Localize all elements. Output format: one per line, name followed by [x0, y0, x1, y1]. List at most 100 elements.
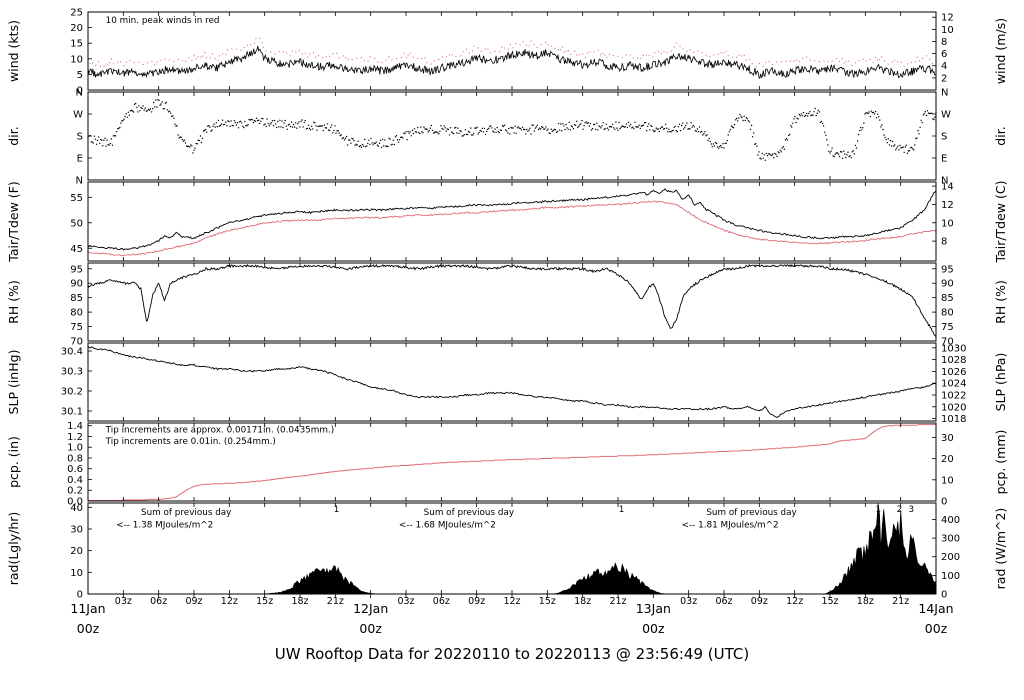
- svg-text:30.1: 30.1: [61, 407, 83, 418]
- svg-text:N: N: [76, 88, 83, 99]
- svg-text:18z: 18z: [291, 596, 308, 607]
- svg-text:2: 2: [897, 505, 903, 515]
- svg-text:rad (W/m^2): rad (W/m^2): [993, 508, 1008, 590]
- svg-text:0: 0: [941, 497, 947, 508]
- svg-text:18z: 18z: [857, 596, 874, 607]
- svg-text:00z: 00z: [77, 621, 100, 636]
- svg-text:30.2: 30.2: [61, 387, 83, 398]
- svg-text:1: 1: [875, 505, 881, 515]
- svg-text:E: E: [941, 154, 947, 165]
- svg-text:15z: 15z: [821, 596, 838, 607]
- svg-text:N: N: [76, 176, 83, 187]
- svg-text:55: 55: [70, 193, 83, 204]
- svg-text:1030: 1030: [941, 343, 966, 354]
- svg-text:15: 15: [70, 39, 83, 50]
- svg-text:2: 2: [941, 73, 947, 84]
- svg-text:85: 85: [70, 293, 83, 304]
- svg-text:10: 10: [941, 25, 954, 36]
- svg-text:1: 1: [619, 505, 625, 515]
- svg-text:W: W: [73, 110, 83, 121]
- svg-text:1: 1: [334, 505, 340, 515]
- svg-text:Tip increments are approx. 0.0: Tip increments are approx. 0.00171in. (0…: [105, 425, 335, 435]
- svg-text:15z: 15z: [539, 596, 556, 607]
- svg-text:06z: 06z: [150, 596, 167, 607]
- svg-text:00z: 00z: [925, 621, 948, 636]
- svg-text:30.3: 30.3: [61, 367, 83, 378]
- svg-text:75: 75: [70, 322, 83, 333]
- svg-text:10: 10: [70, 54, 83, 65]
- svg-text:30: 30: [941, 433, 954, 444]
- svg-text:12z: 12z: [503, 596, 520, 607]
- svg-text:12z: 12z: [786, 596, 803, 607]
- svg-text:1024: 1024: [941, 379, 966, 390]
- svg-text:Tip increments are 0.01in. (0.: Tip increments are 0.01in. (0.254mm.): [105, 437, 276, 447]
- svg-text:21z: 21z: [327, 596, 344, 607]
- svg-text:45: 45: [70, 244, 83, 255]
- svg-text:10: 10: [941, 475, 954, 486]
- svg-text:1026: 1026: [941, 367, 966, 378]
- svg-text:12z: 12z: [221, 596, 238, 607]
- svg-text:Sum of previous day: Sum of previous day: [424, 508, 514, 518]
- svg-text:00z: 00z: [642, 621, 665, 636]
- svg-text:Sum of previous day: Sum of previous day: [141, 508, 231, 518]
- svg-text:S: S: [941, 132, 947, 143]
- svg-text:40: 40: [70, 503, 83, 514]
- svg-text:200: 200: [941, 552, 960, 563]
- svg-text:SLP (hPa): SLP (hPa): [993, 353, 1008, 412]
- svg-text:10 min. peak winds in red: 10 min. peak winds in red: [106, 16, 220, 26]
- svg-text:Sum of previous day: Sum of previous day: [706, 508, 796, 518]
- svg-text:10: 10: [941, 218, 954, 229]
- svg-text:10: 10: [70, 568, 83, 579]
- panel-rh: 70 75 80 85 90 95 70 75 80 85 90 95 RH (%) RH (%): [6, 262, 1008, 348]
- svg-text:RH (%): RH (%): [993, 280, 1008, 324]
- svg-text:0.6: 0.6: [67, 464, 83, 475]
- svg-text:8: 8: [941, 237, 947, 248]
- svg-text:12Jan: 12Jan: [353, 601, 388, 616]
- svg-text:3: 3: [908, 505, 914, 515]
- svg-text:0: 0: [77, 590, 83, 601]
- svg-text:1018: 1018: [941, 414, 966, 425]
- svg-text:85: 85: [941, 293, 954, 304]
- svg-text:1.4: 1.4: [67, 421, 83, 432]
- svg-text:95: 95: [70, 264, 83, 275]
- svg-text:1020: 1020: [941, 402, 966, 413]
- svg-text:wind (m/s): wind (m/s): [993, 18, 1008, 84]
- svg-text:80: 80: [70, 308, 83, 319]
- svg-text:8: 8: [941, 37, 947, 48]
- svg-text:<-- 1.38 MJoules/m^2: <-- 1.38 MJoules/m^2: [116, 521, 213, 531]
- svg-text:09z: 09z: [185, 596, 202, 607]
- svg-text:06z: 06z: [433, 596, 450, 607]
- figure-title: UW Rooftop Data for 20220110 to 20220113…: [275, 645, 749, 663]
- svg-text:0: 0: [941, 590, 947, 601]
- svg-text:E: E: [77, 154, 83, 165]
- svg-text:03z: 03z: [397, 596, 414, 607]
- svg-text:1.0: 1.0: [67, 443, 83, 454]
- svg-text:70: 70: [941, 337, 954, 348]
- panel-pcp: 0.00.20.40.60.81.01.21.4 0 10 20 30 pcp. (in)…: [6, 421, 1008, 507]
- svg-text:21z: 21z: [892, 596, 909, 607]
- svg-text:12: 12: [941, 200, 954, 211]
- svg-text:20: 20: [941, 454, 954, 465]
- svg-text:14: 14: [941, 182, 954, 193]
- svg-text:0.4: 0.4: [67, 475, 83, 486]
- svg-text:dir.: dir.: [993, 126, 1008, 145]
- svg-text:S: S: [77, 132, 83, 143]
- panel-tair_tdew: 45 50 55 8 10 12 14 Tair/Tdew (F) Tair/Tdew (C): [6, 181, 1008, 264]
- svg-text:0.2: 0.2: [67, 486, 83, 497]
- svg-text:75: 75: [941, 322, 954, 333]
- svg-text:13Jan: 13Jan: [636, 601, 671, 616]
- svg-text:W: W: [941, 110, 951, 121]
- svg-text:30.4: 30.4: [61, 347, 83, 358]
- svg-text:90: 90: [941, 279, 954, 290]
- svg-text:100: 100: [941, 571, 960, 582]
- svg-text:70: 70: [70, 337, 83, 348]
- svg-text:N: N: [941, 88, 948, 99]
- svg-text:400: 400: [941, 515, 960, 526]
- svg-text:25: 25: [70, 8, 83, 19]
- svg-text:300: 300: [941, 534, 960, 545]
- svg-text:1022: 1022: [941, 391, 966, 402]
